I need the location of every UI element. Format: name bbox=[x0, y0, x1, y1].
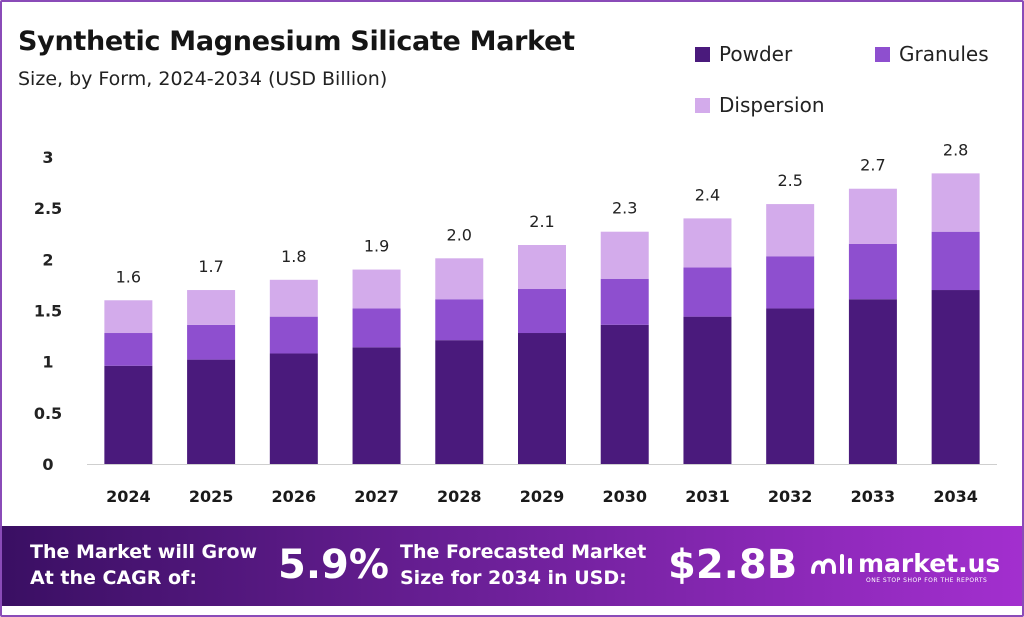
cagr-value: 5.9% bbox=[278, 542, 389, 588]
bar-dispersion-2026 bbox=[269, 279, 318, 317]
x-tick-label: 2024 bbox=[106, 487, 151, 506]
bar-dispersion-2031 bbox=[683, 218, 732, 268]
stacked-bar-chart: 0 0.5 1 1.5 2 2.5 3 1.6 2024 1.7 2025 1.8 2026 1.9 202… bbox=[34, 140, 997, 506]
y-tick-label: 1 bbox=[42, 353, 53, 372]
x-tick-label: 2027 bbox=[354, 487, 399, 506]
x-tick-label: 2034 bbox=[933, 487, 978, 506]
bar-dispersion-2027 bbox=[352, 269, 401, 309]
y-tick-label: 0.5 bbox=[34, 404, 62, 423]
bar-dispersion-2034 bbox=[931, 173, 980, 232]
bar-total-label: 1.8 bbox=[281, 247, 306, 266]
bar-total-label: 2.7 bbox=[860, 156, 885, 175]
legend-label-granules: Granules bbox=[899, 42, 989, 66]
bar-total-label: 2.0 bbox=[447, 225, 472, 244]
y-tick-label: 1.5 bbox=[34, 302, 62, 321]
market-us-logo-icon bbox=[811, 554, 852, 574]
bar-dispersion-2025 bbox=[187, 290, 236, 325]
chart-title: Synthetic Magnesium Silicate Market bbox=[18, 26, 575, 57]
bar-powder-2027 bbox=[352, 347, 401, 464]
bar-dispersion-2024 bbox=[104, 300, 153, 334]
bar-dispersion-2030 bbox=[600, 231, 649, 279]
bar-powder-2026 bbox=[269, 353, 318, 464]
bar-granules-2025 bbox=[187, 324, 236, 360]
bar-dispersion-2029 bbox=[518, 245, 566, 290]
bar-powder-2028 bbox=[435, 340, 484, 464]
x-tick-label: 2030 bbox=[602, 487, 647, 506]
cagr-caption-line1: The Market will Grow bbox=[30, 541, 258, 563]
bar-total-label: 2.1 bbox=[529, 212, 554, 231]
legend-swatch-powder bbox=[695, 46, 710, 62]
brand-logo: market.us ONE STOP SHOP FOR THE REPORTS bbox=[810, 548, 1001, 584]
bar-powder-2030 bbox=[600, 324, 649, 464]
bar-granules-2026 bbox=[269, 316, 318, 354]
bar-total-label: 1.9 bbox=[364, 237, 389, 256]
cagr-caption-line2: At the CAGR of: bbox=[30, 567, 197, 589]
y-tick-label: 2 bbox=[42, 250, 53, 269]
brand-tagline: ONE STOP SHOP FOR THE REPORTS bbox=[866, 577, 988, 584]
bar-total-label: 2.5 bbox=[777, 171, 802, 190]
bar-total-label: 2.8 bbox=[943, 140, 968, 159]
bar-dispersion-2028 bbox=[435, 258, 484, 300]
legend-item-dispersion: Dispersion bbox=[695, 93, 825, 117]
y-tick-label: 3 bbox=[42, 148, 53, 167]
y-tick-label: 2.5 bbox=[34, 199, 62, 218]
x-tick-label: 2028 bbox=[437, 487, 482, 506]
legend-swatch-dispersion bbox=[695, 97, 710, 113]
cagr-caption: The Market will Grow At the CAGR of: bbox=[30, 539, 257, 591]
bar-dispersion-2033 bbox=[848, 188, 897, 244]
bar-granules-2032 bbox=[766, 256, 815, 309]
bar-powder-2032 bbox=[766, 308, 815, 464]
bar-powder-2031 bbox=[683, 316, 732, 464]
brand-name: market.us bbox=[858, 548, 1001, 578]
x-tick-label: 2026 bbox=[272, 487, 317, 506]
bar-dispersion-2032 bbox=[766, 204, 815, 257]
bar-granules-2030 bbox=[600, 278, 649, 325]
bar-total-label: 1.7 bbox=[198, 257, 223, 276]
x-tick-label: 2031 bbox=[685, 487, 730, 506]
bar-powder-2025 bbox=[187, 359, 236, 464]
bar-total-label: 2.4 bbox=[695, 185, 720, 204]
bar-powder-2033 bbox=[848, 299, 897, 464]
bar-granules-2024 bbox=[104, 333, 153, 366]
legend-item-granules: Granules bbox=[875, 42, 989, 66]
x-tick-label: 2029 bbox=[520, 487, 565, 506]
forecast-caption: The Forecasted Market Size for 2034 in U… bbox=[400, 539, 646, 591]
legend-label-dispersion: Dispersion bbox=[719, 93, 825, 117]
bar-granules-2028 bbox=[435, 299, 484, 341]
forecast-caption-line1: The Forecasted Market bbox=[400, 541, 647, 563]
bar-total-label: 1.6 bbox=[116, 267, 141, 286]
y-tick-label: 0 bbox=[42, 455, 53, 474]
legend-swatch-granules bbox=[875, 46, 890, 62]
footer-banner: The Market will Grow At the CAGR of: 5.9… bbox=[2, 526, 1022, 606]
bar-granules-2033 bbox=[848, 243, 897, 300]
forecast-value: $2.8B bbox=[668, 542, 798, 588]
bar-granules-2031 bbox=[683, 267, 732, 317]
legend-item-powder: Powder bbox=[695, 42, 792, 66]
chart-subtitle: Size, by Form, 2024-2034 (USD Billion) bbox=[18, 68, 388, 90]
bar-granules-2029 bbox=[518, 289, 566, 334]
bar-powder-2024 bbox=[104, 365, 153, 464]
bar-granules-2027 bbox=[352, 308, 401, 348]
bar-total-label: 2.3 bbox=[612, 199, 637, 218]
bar-powder-2034 bbox=[931, 290, 980, 464]
x-tick-label: 2033 bbox=[851, 487, 896, 506]
x-tick-label: 2032 bbox=[768, 487, 813, 506]
x-tick-label: 2025 bbox=[189, 487, 234, 506]
bar-powder-2029 bbox=[518, 333, 566, 464]
bar-granules-2034 bbox=[931, 231, 980, 291]
legend-label-powder: Powder bbox=[719, 42, 793, 66]
forecast-caption-line2: Size for 2034 in USD: bbox=[400, 567, 627, 589]
